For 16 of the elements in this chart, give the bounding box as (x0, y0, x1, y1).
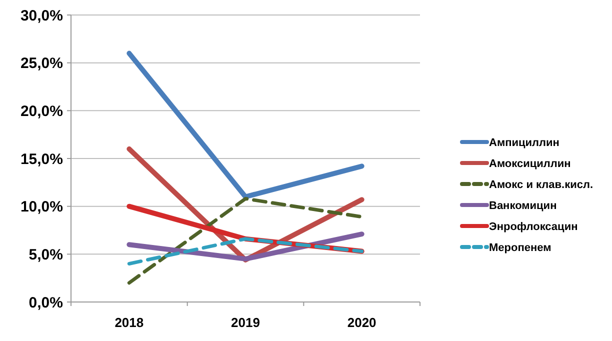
legend-label: Ванкомицин (489, 200, 557, 212)
legend-label: Меропенем (489, 242, 552, 254)
x-tick-label: 2020 (347, 315, 376, 330)
legend-label: Ампициллин (489, 136, 560, 149)
y-tick-label: 25,0% (20, 55, 63, 72)
y-tick-label: 5,0% (28, 246, 63, 264)
legend-label: Амокс и клав.кисл. (489, 178, 594, 191)
legend-label: Амоксициллин (489, 158, 571, 170)
y-tick-label: 10,0% (20, 198, 63, 216)
y-tick-label: 15,0% (20, 150, 63, 168)
y-tick-label: 30,0% (20, 7, 63, 24)
y-tick-label: 0,0% (28, 294, 63, 312)
legend-label: Энрофлоксацин (489, 220, 578, 233)
x-tick-label: 2019 (231, 315, 260, 330)
x-tick-label: 2018 (114, 315, 144, 330)
y-tick-label: 20,0% (20, 102, 63, 120)
